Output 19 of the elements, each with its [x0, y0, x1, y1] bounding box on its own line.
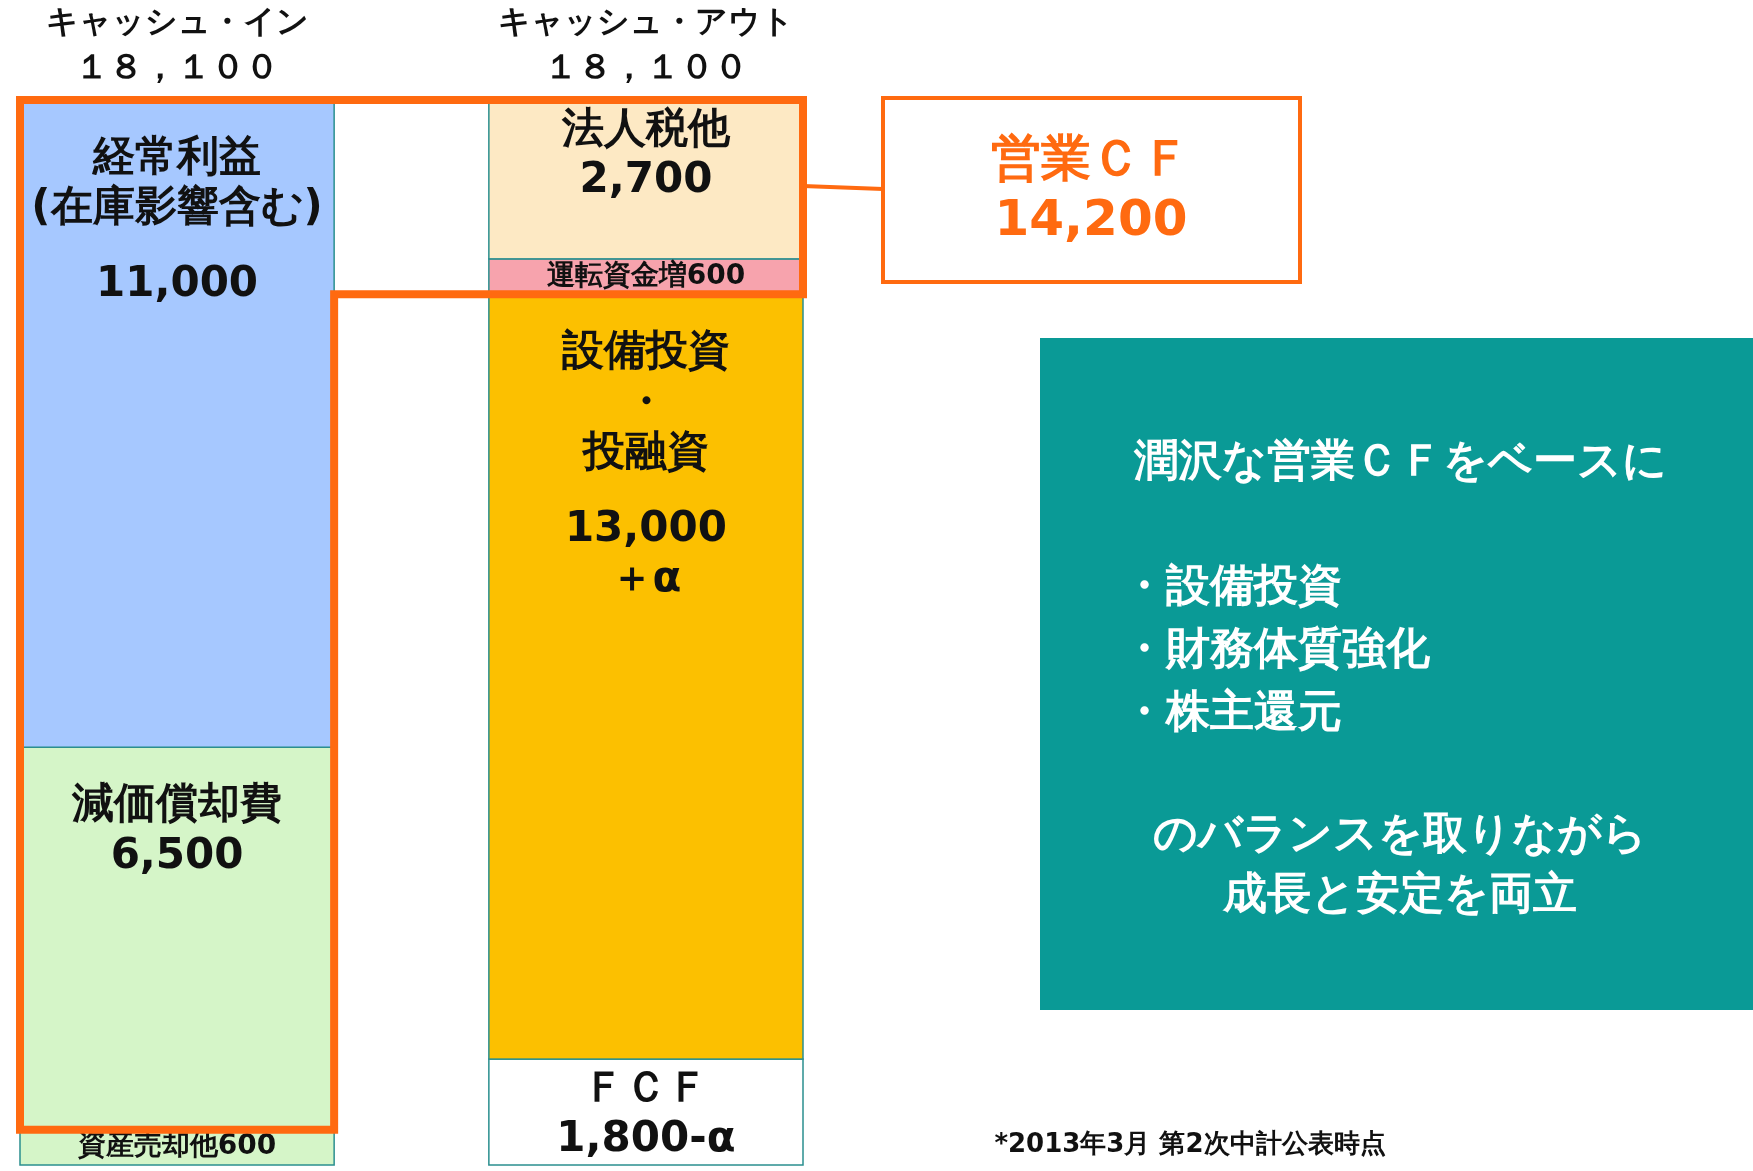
x-tick-label: キャッシュ・アウト: [497, 2, 794, 40]
text: のバランスを取りながら: [1153, 807, 1647, 858]
text: ・財務体質強化: [1122, 622, 1431, 673]
text: *2013年3月 第2次中計公表時点: [994, 1128, 1386, 1158]
data-label: 法人税他 2,700: [560, 103, 731, 203]
data-label: 資産売却他600: [76, 1128, 277, 1162]
data-label: ＦＣＦ 1,800-α: [556, 1062, 736, 1162]
text: 成長と安定を両立: [1222, 867, 1577, 918]
data-label: 運転資金増600: [546, 257, 746, 291]
data-label: 減価償却費 6,500: [71, 778, 283, 878]
x-tick-label: キャッシュ・イン: [45, 2, 309, 40]
total-label: １８，１００: [543, 46, 748, 86]
text: 営業ＣＦ 14,200: [991, 129, 1191, 247]
data-label: 経常利益 (在庫影響含む) 11,000: [31, 131, 323, 306]
data-label: 設備投資・投融資 13,000 ＋α: [560, 325, 730, 601]
text: ・設備投資: [1122, 559, 1342, 610]
text: 潤沢な営業ＣＦをベースに: [1132, 434, 1667, 485]
text: ・株主還元: [1122, 685, 1342, 736]
total-label: １８，１００: [75, 46, 280, 86]
